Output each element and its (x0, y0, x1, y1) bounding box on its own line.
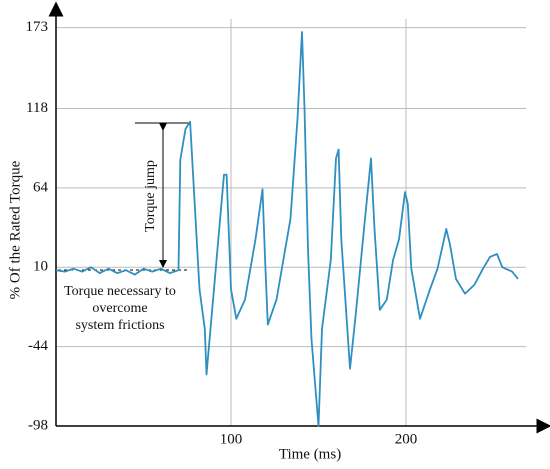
y-tick-label: 10 (33, 259, 48, 275)
data-line (55, 31, 519, 427)
y-tick-label: 118 (26, 100, 48, 116)
y-tick-label: 173 (26, 19, 49, 35)
annotation: system frictions (75, 318, 164, 333)
y-axis-label: % Of the Rated Torque (7, 160, 23, 299)
x-axis-label: Time (ms) (279, 446, 341, 462)
x-tick-label: 100 (220, 431, 243, 447)
y-tick-label: -44 (28, 338, 48, 354)
annotation: Torque necessary to (64, 284, 176, 299)
annotation-lines (58, 122, 190, 271)
annotation: Torque jump (143, 160, 158, 232)
y-tick-label: -98 (28, 417, 48, 433)
x-tick-label: 200 (395, 431, 418, 447)
annotation: overcome (92, 301, 147, 316)
y-tick-label: 64 (33, 179, 49, 195)
